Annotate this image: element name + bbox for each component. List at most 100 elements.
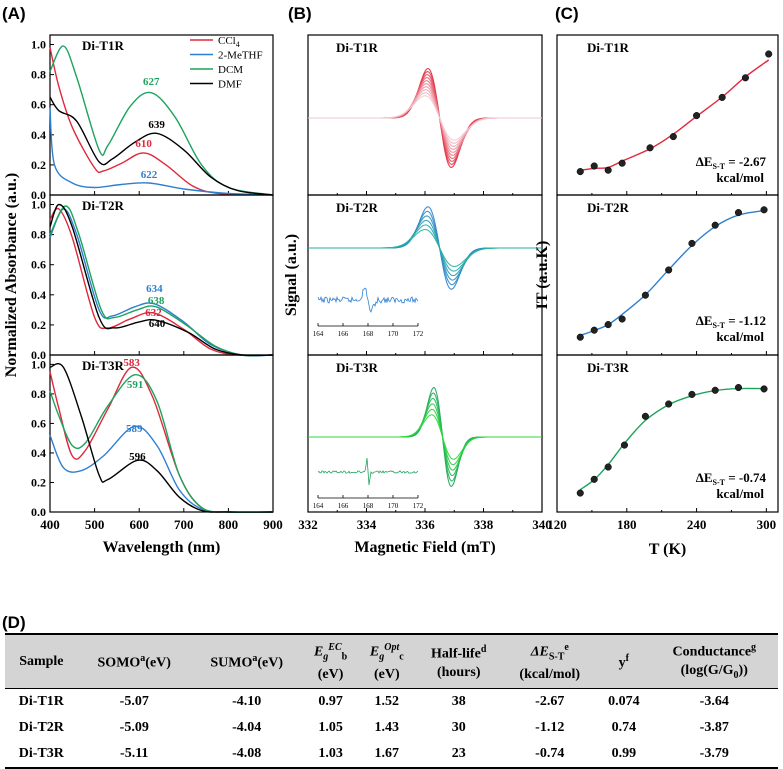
y-tick-label: 1.0: [31, 198, 46, 212]
table-cell: -3.87: [699, 720, 729, 736]
table-cell: 0.99: [597, 741, 651, 769]
peak-label: 610: [135, 138, 152, 150]
panel-b-subplot: Di-T2R 164 166 168 170 172: [307, 194, 543, 356]
header-eg-opt: EgOptc (eV): [358, 633, 416, 690]
subplot-title: Di-T1R: [336, 40, 379, 55]
epr-inset: 164 166 168 170 172: [313, 457, 424, 510]
fit-curve: [579, 387, 765, 491]
x-tick-label: 338: [474, 517, 494, 532]
table-cell: -2.67: [535, 694, 565, 710]
spectrum-line-dmf: [49, 363, 274, 513]
delta-e-unit: kcal/mol: [716, 170, 764, 185]
header-delta-e: ΔES-Te (kcal/mol): [502, 633, 598, 690]
table-cell: -4.04: [232, 720, 262, 736]
data-point: [734, 384, 743, 392]
figure-canvas: 0.00.20.40.60.81.0 Di-T1R6276396106220.00…: [2, 4, 779, 632]
data-point: [590, 326, 598, 334]
spectrum-line-2-methf: [49, 107, 274, 196]
data-point: [576, 333, 584, 341]
y-tick-label: 0.6: [31, 258, 46, 272]
peak-label: 591: [127, 379, 144, 391]
y-tick-label: 0.0: [31, 505, 46, 519]
table-header-row: Sample SOMOa(eV) SUMOa(eV) EgECb (eV) EgO…: [5, 633, 778, 690]
epr-trace: [308, 228, 542, 268]
panel-b-subplot: Di-T3R 164 166 168 170 172: [307, 354, 543, 513]
y-tick-label: 0.6: [31, 98, 46, 112]
data-point: [688, 239, 696, 247]
data-point: [641, 412, 649, 420]
subplot-frame: [556, 354, 779, 513]
data-point: [618, 159, 626, 167]
header-half-life: Half-lifed (hours): [415, 633, 503, 690]
table-cell: -3.79: [650, 741, 778, 769]
results-table-wrapper: Sample SOMOa(eV) SUMOa(eV) EgECb (eV) EgO…: [5, 633, 778, 769]
x-tick-label: 240: [687, 517, 707, 532]
y-tick-label: 0.0: [31, 188, 46, 202]
y-tick-label: 0.2: [31, 158, 46, 172]
x-axis-label: Wavelength (nm): [103, 539, 221, 556]
table-cell: 1.43: [374, 720, 400, 736]
x-axis-label: T (K): [649, 541, 686, 558]
peak-label: 596: [129, 451, 146, 463]
data-point: [620, 441, 629, 449]
panel-label-c: (C): [555, 4, 579, 23]
x-tick-label: 300: [757, 517, 777, 532]
data-point: [741, 74, 749, 82]
subplot-title: Di-T1R: [587, 40, 630, 55]
subplot-title: Di-T2R: [336, 200, 379, 215]
inset-trace: [317, 287, 419, 313]
data-point: [765, 50, 773, 58]
data-point: [604, 463, 612, 471]
inset-tick-label: 164: [313, 330, 324, 338]
data-point: [618, 315, 626, 323]
y-axis-label: Normalized Absorbance (a.u.): [3, 173, 20, 377]
panel-a-subplot: 0.0 0.2 0.4 0.6 0.8 1.0 Di-T1R 627 639 610 622: [31, 34, 274, 202]
y-tick-label: 0.8: [31, 68, 46, 82]
inset-tick-label: 168: [363, 330, 374, 338]
subplot-title: Di-T3R: [587, 360, 630, 375]
table-cell: -3.64: [699, 694, 729, 710]
table-cell: -5.09: [119, 720, 149, 736]
epr-trace: [308, 414, 542, 460]
peak-label: 583: [123, 357, 140, 369]
subplot-frame: [307, 354, 543, 513]
x-tick-label: 120: [547, 517, 567, 532]
spectrum-line-dcm: [49, 374, 274, 514]
y-tick-label: 0.8: [31, 228, 46, 242]
delta-e-label: ΔES-T = -1.12: [696, 313, 766, 330]
header-eg-ec: EgECb (eV): [302, 633, 359, 690]
data-point: [665, 400, 673, 408]
y-tick-label: 0.6: [31, 416, 46, 430]
table-row: Di-T2R -5.09 -4.04 1.05 1.43 30 -1.12 0.…: [5, 715, 778, 741]
spectrum-line-dcm: [49, 45, 274, 196]
data-point: [718, 93, 726, 101]
data-point: [576, 489, 584, 497]
x-axis-label: Magnetic Field (mT): [354, 539, 495, 556]
y-tick-label: 0.4: [31, 288, 46, 302]
peak-label: 589: [126, 423, 143, 435]
table-cell: -0.74: [502, 741, 598, 769]
delta-e-unit: kcal/mol: [716, 486, 764, 501]
inset-tick-label: 170: [388, 502, 399, 510]
data-point: [760, 385, 768, 393]
panel-label-b: (B): [288, 4, 312, 23]
inset-tick-label: 172: [413, 502, 424, 510]
legend-entry: 2-MeTHF: [218, 50, 263, 62]
table-cell: Di-T3R: [5, 741, 78, 769]
subplot-title: Di-T2R: [587, 200, 630, 215]
subplot-frame: [49, 354, 274, 513]
data-point: [693, 112, 701, 120]
inset-tick-label: 172: [413, 330, 424, 338]
fit-curve: [580, 209, 765, 337]
panel-a: 0.00.20.40.60.81.0 Di-T1R6276396106220.00…: [3, 34, 283, 556]
table-cell: -5.07: [119, 694, 149, 710]
data-point: [734, 209, 743, 217]
x-tick-label: 600: [129, 517, 149, 532]
subplot-frame: [49, 194, 274, 356]
y-tick-label: 1.0: [31, 357, 46, 371]
inset-trace: [317, 457, 419, 486]
fit-curve: [580, 59, 770, 171]
panel-label-d: (D): [2, 613, 26, 632]
